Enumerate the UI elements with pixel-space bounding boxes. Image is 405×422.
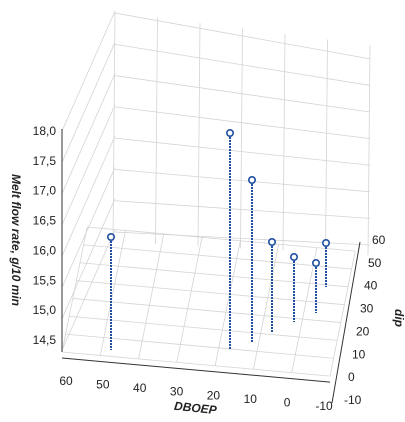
grid-line xyxy=(99,230,126,356)
data-point xyxy=(311,258,320,267)
y-tick-label: 50 xyxy=(368,256,382,270)
grid-line xyxy=(65,333,334,359)
y-tick-label: 0 xyxy=(348,370,355,384)
grid-line xyxy=(61,10,116,132)
grid-line xyxy=(76,280,345,306)
grid-line xyxy=(114,137,371,166)
z-tick-label: 15,5 xyxy=(33,273,57,287)
grid-line xyxy=(114,169,371,193)
y-axis-line xyxy=(331,241,361,404)
grid-line xyxy=(61,229,116,351)
grid-line xyxy=(282,33,286,251)
grid-line xyxy=(197,22,201,247)
x-tick-label: 20 xyxy=(207,388,221,402)
y-tick-label: 60 xyxy=(372,233,386,247)
grid-line xyxy=(83,244,352,270)
grid-line xyxy=(61,42,116,163)
grid-line xyxy=(112,11,116,243)
z-tick-label: 15,0 xyxy=(33,303,57,317)
z-tick-label: 16,0 xyxy=(33,243,57,257)
y-axis-title: dip xyxy=(392,309,405,327)
grid-line xyxy=(114,106,371,140)
y-tick-label: -10 xyxy=(344,393,362,407)
x-tick-label: 10 xyxy=(244,392,258,406)
grid-line xyxy=(114,43,371,86)
grid-line xyxy=(61,351,331,377)
axes-layer xyxy=(61,129,361,404)
data-point xyxy=(267,238,276,247)
z-axis-title: Melt flow rate, g/10 min xyxy=(9,174,23,306)
grid-line xyxy=(87,226,356,252)
grid-line xyxy=(72,298,341,323)
grid-line xyxy=(214,240,241,366)
data-point xyxy=(248,176,257,185)
x-tick-label: 40 xyxy=(133,381,147,395)
grid-line xyxy=(240,28,243,249)
grid-line xyxy=(61,198,116,319)
z-tick-label: 16,5 xyxy=(33,214,57,228)
grid-line xyxy=(291,247,318,373)
x-tick-label: 0 xyxy=(284,395,291,409)
grid-line xyxy=(253,244,280,370)
grid-line xyxy=(79,262,349,288)
grid-line xyxy=(61,226,88,353)
data-point xyxy=(107,233,116,242)
z-tick-label: 17,5 xyxy=(33,154,57,168)
grid-line xyxy=(329,251,356,377)
grid-line xyxy=(114,200,371,219)
grid-line xyxy=(61,104,116,226)
y-tick-label: 30 xyxy=(360,302,374,316)
x-tick-label: 60 xyxy=(59,374,73,388)
grid-line xyxy=(114,75,371,113)
grid-line xyxy=(155,17,158,245)
y-tick-label: 40 xyxy=(364,279,378,293)
z-tick-label: 17,0 xyxy=(33,184,57,198)
grid-layer xyxy=(61,10,371,377)
data-point xyxy=(321,239,330,248)
data-point xyxy=(289,253,298,262)
data-series xyxy=(107,129,330,350)
data-point xyxy=(226,129,235,138)
x-axis-line xyxy=(61,357,331,383)
grid-line xyxy=(69,315,338,341)
grid-line xyxy=(114,231,371,246)
grid-line xyxy=(114,12,371,60)
y-tick-label: 20 xyxy=(356,324,370,338)
x-axis-title: DBOEP xyxy=(173,399,218,417)
grid-line xyxy=(138,233,165,359)
z-tick-label: 18,0 xyxy=(33,124,57,138)
grid-line xyxy=(325,39,328,253)
x-tick-label: 50 xyxy=(96,378,110,392)
x-tick-label: -10 xyxy=(315,399,333,413)
grid-line xyxy=(367,44,371,256)
y-tick-label: 10 xyxy=(352,347,366,361)
grid-line xyxy=(176,237,203,363)
grid-line xyxy=(61,135,116,257)
grid-line xyxy=(61,73,116,194)
tick-labels: 14,5 15,0 15,5 16,0 16,5 17,0 17,5 18,0 60 50 40 30… xyxy=(33,124,386,413)
z-tick-label: 14,5 xyxy=(33,333,57,347)
x-tick-label: 30 xyxy=(170,385,184,399)
